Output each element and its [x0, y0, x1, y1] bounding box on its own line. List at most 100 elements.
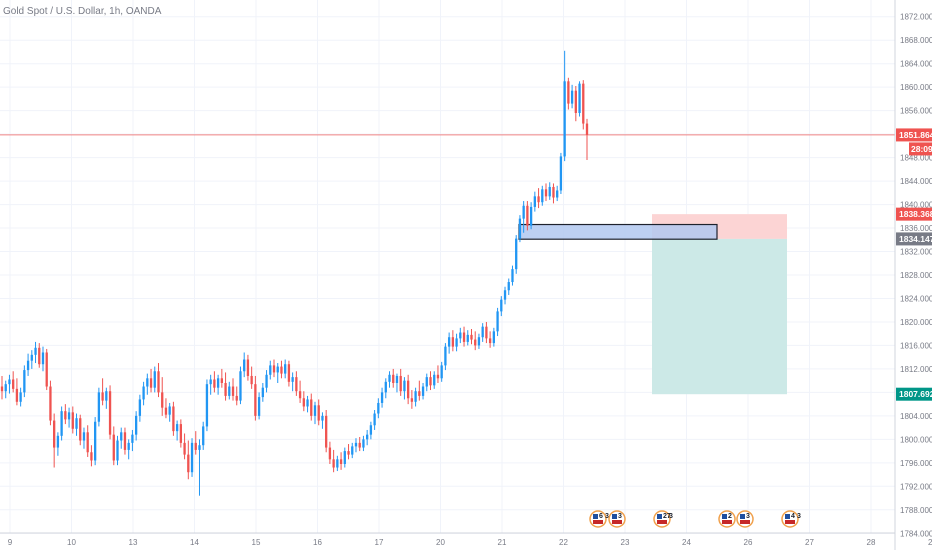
y-tick-label: 1860.000 — [900, 83, 932, 92]
candle-body — [146, 378, 149, 387]
candle-body — [507, 282, 510, 291]
y-tick-label: 1796.000 — [900, 459, 932, 468]
candle-body — [429, 377, 432, 386]
candle-body — [172, 406, 175, 432]
candle-body — [105, 391, 108, 401]
candle-body — [503, 290, 507, 300]
candle-body — [533, 196, 536, 207]
candle-body — [142, 386, 145, 400]
flag-stripe — [785, 520, 795, 524]
zone-rectangle[interactable] — [518, 223, 718, 240]
candle-body — [384, 381, 387, 393]
candle-body — [23, 370, 26, 393]
candle-body — [231, 386, 235, 396]
candle-body — [101, 392, 104, 401]
candle-body — [64, 411, 67, 420]
flag-stripe — [593, 520, 603, 524]
y-tick-label: 1800.000 — [900, 435, 932, 444]
candle-body — [511, 269, 514, 283]
candle-body — [8, 379, 11, 385]
y-tick-label: 1856.000 — [900, 107, 932, 116]
event-sublabel: 3 — [605, 513, 609, 520]
candle-body — [366, 434, 369, 440]
candle-body — [451, 337, 455, 347]
current-price-tag: 1851.864 — [899, 130, 932, 140]
event-marker[interactable]: 273 — [653, 510, 673, 528]
candle-body — [56, 435, 60, 448]
candle-body — [522, 205, 525, 219]
current-price-tag-bg — [896, 128, 932, 142]
candle-body — [433, 374, 436, 386]
y-tick-label: 1788.000 — [900, 506, 932, 515]
candle-body — [347, 451, 350, 455]
x-tick-label: 15 — [252, 538, 261, 547]
candle-body — [474, 339, 477, 346]
candle-body — [239, 371, 242, 401]
candle-body — [488, 338, 492, 344]
take-profit-zone[interactable] — [652, 238, 787, 395]
event-sublabel: 3 — [797, 513, 801, 520]
candle-body — [209, 379, 212, 385]
price-tags: 1851.864 28:09 1838.368 1834.147 1807.692 — [896, 128, 932, 401]
time-axis[interactable]: 9 10 13 14 15 16 17 20 21 22 23 24 26 27 28 29 — [0, 532, 932, 547]
candle-body — [175, 424, 179, 432]
candle-body — [41, 352, 45, 365]
x-tick-label: 13 — [129, 538, 138, 547]
flag-stripe — [612, 520, 622, 524]
candle-body — [399, 375, 402, 392]
y-tick-label: 1824.000 — [900, 294, 932, 303]
candle-body — [310, 399, 313, 416]
x-tick-label: 16 — [313, 538, 322, 547]
candle-body — [213, 379, 216, 388]
candle-body — [4, 384, 7, 392]
candle-body — [447, 337, 451, 347]
candle-body — [138, 399, 142, 416]
flag-canton — [612, 514, 617, 519]
candle-body — [179, 424, 183, 443]
candle-body — [552, 186, 555, 198]
candle-body — [198, 445, 201, 450]
event-marker[interactable]: 2 — [718, 510, 736, 528]
countdown-bg — [909, 142, 932, 156]
y-tick-label: 1812.000 — [900, 365, 932, 374]
event-label: 6 — [599, 513, 603, 520]
y-tick-label: 1864.000 — [900, 60, 932, 69]
candle-body — [79, 418, 82, 441]
candle-body — [559, 156, 563, 191]
candle-body — [436, 374, 440, 379]
candle-body — [567, 81, 570, 104]
x-tick-label: 26 — [744, 538, 753, 547]
y-tick-label: 1872.000 — [900, 13, 932, 22]
candle-body — [153, 371, 156, 388]
candle-body — [574, 90, 577, 113]
candle-body — [317, 405, 320, 421]
event-marker[interactable]: 3 — [608, 510, 626, 528]
candle-body — [440, 365, 443, 379]
candle-body — [235, 395, 238, 401]
candle-body — [541, 189, 544, 203]
flag-canton — [722, 514, 727, 519]
x-tick-label: 28 — [867, 538, 876, 547]
candle-body — [477, 337, 481, 346]
candle-body — [336, 459, 339, 468]
candle-body — [291, 377, 294, 382]
drawings[interactable] — [0, 134, 895, 395]
candle-body — [515, 238, 518, 270]
price-axis[interactable]: 1872.000 1868.000 1864.000 1860.000 1856.000… — [894, 0, 932, 550]
candle-body — [164, 407, 168, 415]
candle-body — [548, 186, 551, 197]
candle-body — [202, 426, 205, 446]
economic-events[interactable]: 6 3 3 273 2 3 4 3 — [589, 510, 801, 528]
candle-body — [190, 442, 194, 473]
candle-body — [373, 413, 376, 426]
candle-body — [75, 418, 78, 429]
candle-body — [362, 439, 365, 448]
candle-body — [71, 412, 74, 429]
y-tick-label: 1848.000 — [900, 154, 932, 163]
event-marker[interactable]: 3 — [736, 510, 754, 528]
candle-body — [284, 364, 287, 374]
